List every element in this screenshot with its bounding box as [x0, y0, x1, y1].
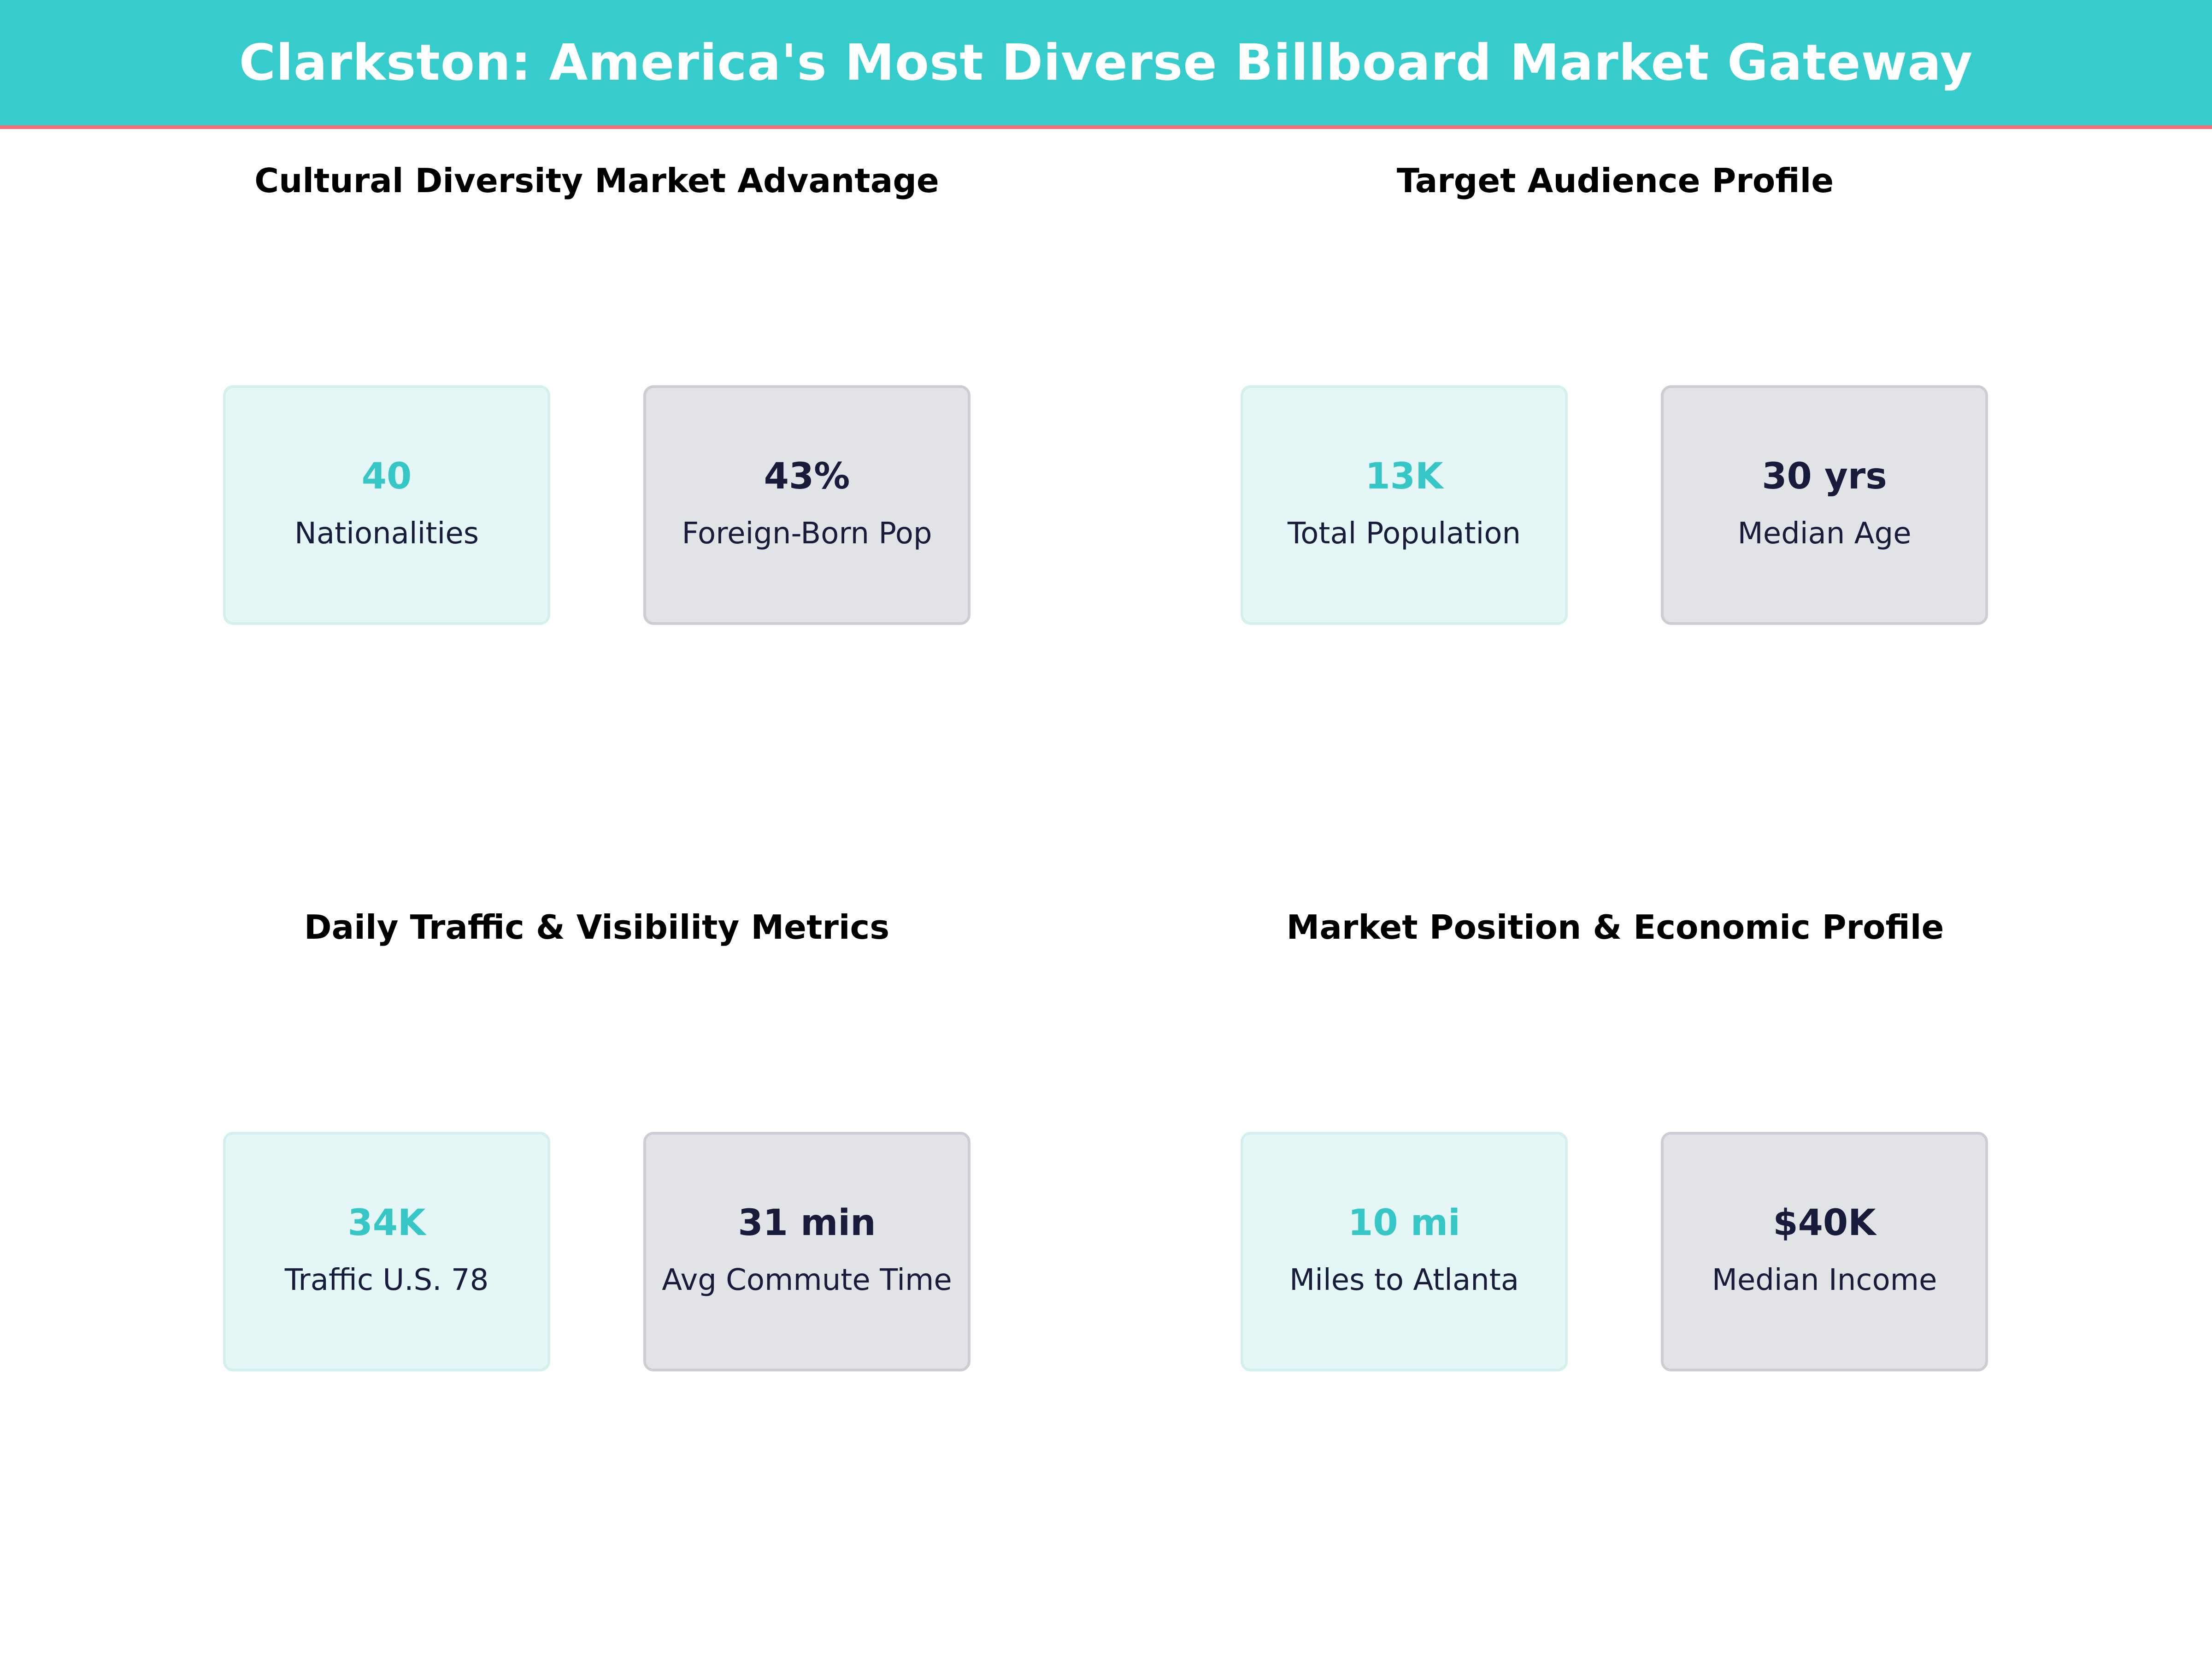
metric-label: Median Income	[1712, 1263, 1937, 1297]
metric-value: 31 min	[738, 1202, 876, 1244]
metric-value: 34K	[347, 1202, 426, 1244]
metric-value: 10 mi	[1348, 1202, 1460, 1244]
metric-label: Avg Commute Time	[662, 1263, 952, 1297]
metric-card-total-population: 13K Total Population	[1241, 385, 1568, 625]
metric-card-commute-time: 31 min Avg Commute Time	[643, 1132, 971, 1371]
metric-label: Foreign-Born Pop	[682, 517, 932, 551]
section-title-target-audience: Target Audience Profile	[1396, 161, 1834, 200]
metric-label: Traffic U.S. 78	[284, 1263, 489, 1297]
metric-label: Miles to Atlanta	[1289, 1263, 1519, 1297]
page-title: Clarkston: America's Most Diverse Billbo…	[239, 34, 1973, 92]
metric-value: 43%	[764, 456, 850, 497]
metric-card-nationalities: 40 Nationalities	[223, 385, 550, 625]
page-header: Clarkston: America's Most Diverse Billbo…	[0, 0, 2212, 129]
section-title-market-position: Market Position & Economic Profile	[1286, 908, 1944, 947]
metric-value: $40K	[1773, 1202, 1876, 1244]
metric-card-median-income: $40K Median Income	[1661, 1132, 1988, 1371]
section-title-cultural-diversity: Cultural Diversity Market Advantage	[254, 161, 939, 200]
section-title-traffic-visibility: Daily Traffic & Visibility Metrics	[304, 908, 890, 947]
metric-label: Total Population	[1287, 517, 1521, 551]
metric-card-traffic: 34K Traffic U.S. 78	[223, 1132, 550, 1371]
metric-value: 13K	[1365, 456, 1443, 497]
metric-card-foreign-born: 43% Foreign-Born Pop	[643, 385, 971, 625]
metric-value: 30 yrs	[1762, 456, 1887, 497]
metric-label: Nationalities	[294, 517, 479, 551]
metric-value: 40	[361, 456, 412, 497]
metric-card-miles-to-atlanta: 10 mi Miles to Atlanta	[1241, 1132, 1568, 1371]
metric-label: Median Age	[1737, 517, 1912, 551]
metric-card-median-age: 30 yrs Median Age	[1661, 385, 1988, 625]
